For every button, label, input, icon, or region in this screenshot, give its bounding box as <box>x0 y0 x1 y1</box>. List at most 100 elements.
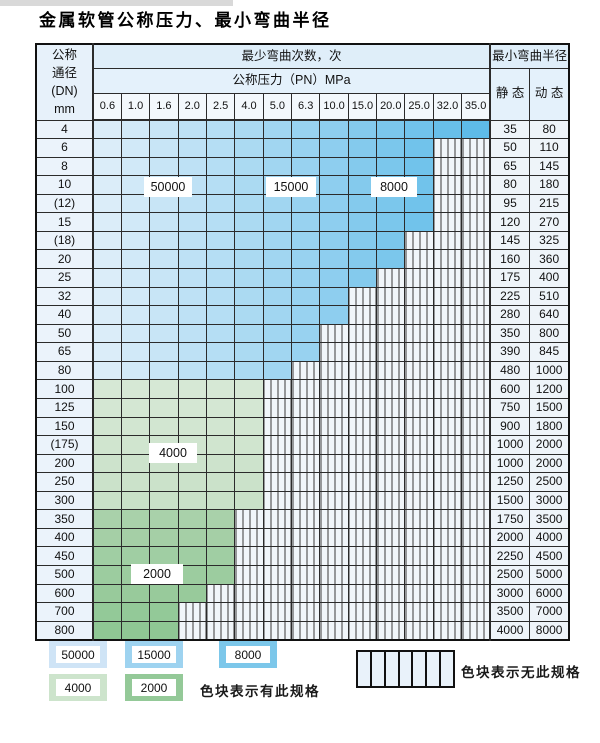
spec-unavailable-cell <box>234 546 264 566</box>
spec-available-cell <box>149 249 179 269</box>
spec-unavailable-cell <box>376 472 406 492</box>
spec-available-cell <box>262 138 293 158</box>
spec-unavailable-cell <box>432 138 463 158</box>
spec-available-cell <box>376 193 406 214</box>
spec-available-cell <box>262 360 293 381</box>
spec-unavailable-cell <box>347 490 378 511</box>
spec-available-cell <box>319 286 349 307</box>
legend-hatch-cell <box>427 652 442 686</box>
spec-available-cell <box>205 509 236 529</box>
spec-available-cell <box>92 527 122 548</box>
spec-available-cell <box>149 472 179 492</box>
legend-hatch-block <box>356 650 455 688</box>
pressure-header-25.0: 25.0 <box>404 93 434 121</box>
spec-available-cell <box>205 212 236 232</box>
legend-note-no-spec: 色块表示无此规格 <box>461 665 581 680</box>
dynamic-radius-value: 2500 <box>529 472 570 492</box>
dn-label: 15 <box>35 212 94 232</box>
spec-unavailable-cell <box>347 620 378 641</box>
header-dn-line: 通径 <box>51 66 77 81</box>
spec-unavailable-cell <box>432 249 463 269</box>
spec-unavailable-cell <box>461 175 491 195</box>
dynamic-radius-value: 400 <box>529 268 570 288</box>
spec-unavailable-cell <box>319 620 349 641</box>
spec-available-cell <box>205 360 236 381</box>
dn-label: 600 <box>35 583 94 604</box>
legend-hatch-cell <box>399 652 414 686</box>
spec-available-cell <box>149 416 179 437</box>
spec-row-dn-500: 500 2500 5000 <box>35 565 570 585</box>
legend-hatch-cell <box>441 652 454 686</box>
spec-available-cell <box>149 305 179 325</box>
spec-available-cell <box>205 416 236 437</box>
spec-available-cell <box>347 268 378 288</box>
spec-available-cell <box>347 193 378 214</box>
spec-unavailable-cell <box>432 360 463 381</box>
spec-available-cell <box>120 416 151 437</box>
spec-available-cell <box>205 305 236 325</box>
spec-row-dn-15: 15 120 270 <box>35 212 570 232</box>
spec-unavailable-cell <box>461 435 491 455</box>
spec-unavailable-cell <box>291 546 321 566</box>
spec-unavailable-cell <box>291 435 321 455</box>
dn-label: (12) <box>35 193 94 214</box>
spec-unavailable-cell <box>205 602 236 622</box>
dn-label: (18) <box>35 230 94 251</box>
spec-available-cell <box>120 379 151 399</box>
spec-available-cell <box>205 138 236 158</box>
spec-available-cell <box>234 286 264 307</box>
spec-available-cell <box>149 286 179 307</box>
spec-available-cell <box>92 305 122 325</box>
spec-available-cell <box>234 138 264 158</box>
spec-unavailable-cell <box>291 583 321 604</box>
spec-unavailable-cell <box>376 509 406 529</box>
spec-row-dn-(175): (175) 1000 2000 <box>35 435 570 455</box>
spec-available-cell <box>404 212 434 232</box>
spec-available-cell <box>205 156 236 177</box>
spec-available-cell <box>120 472 151 492</box>
spec-unavailable-cell <box>461 453 491 474</box>
spec-unavailable-cell <box>404 620 434 641</box>
pressure-header-4.0: 4.0 <box>234 93 264 121</box>
spec-row-dn-(12): (12) 95 215 <box>35 193 570 214</box>
header-dn: 公称 通径 (DN) mm <box>35 43 94 121</box>
spec-unavailable-cell <box>432 602 463 622</box>
spec-unavailable-cell <box>432 583 463 604</box>
dn-label: 250 <box>35 472 94 492</box>
dynamic-radius-value: 845 <box>529 342 570 362</box>
dynamic-radius-value: 110 <box>529 138 570 158</box>
legend-swatch-label: 2000 <box>132 679 176 696</box>
spec-available-cell <box>92 416 122 437</box>
spec-available-cell <box>120 397 151 418</box>
spec-unavailable-cell <box>376 268 406 288</box>
spec-available-cell <box>205 472 236 492</box>
spec-available-cell <box>234 212 264 232</box>
spec-row-dn-6: 6 50 110 <box>35 138 570 158</box>
spec-available-cell <box>177 138 207 158</box>
spec-available-cell <box>291 268 321 288</box>
spec-unavailable-cell <box>262 435 293 455</box>
spec-available-cell <box>319 156 349 177</box>
spec-unavailable-cell <box>291 527 321 548</box>
dynamic-radius-value: 510 <box>529 286 570 307</box>
spec-unavailable-cell <box>404 435 434 455</box>
spec-available-cell <box>262 342 293 362</box>
spec-unavailable-cell <box>376 342 406 362</box>
dn-label: 80 <box>35 360 94 381</box>
spec-available-cell <box>376 119 406 140</box>
header-row-1: 公称 通径 (DN) mm 最少弯曲次数，次 最小弯曲半径 <box>35 43 570 121</box>
spec-available-cell <box>234 360 264 381</box>
spec-available-cell <box>234 342 264 362</box>
spec-available-cell <box>177 286 207 307</box>
spec-available-cell <box>234 156 264 177</box>
spec-available-cell <box>120 323 151 344</box>
spec-unavailable-cell <box>432 305 463 325</box>
spec-available-cell <box>234 490 264 511</box>
spec-available-cell <box>92 286 122 307</box>
spec-available-cell <box>376 230 406 251</box>
spec-available-cell <box>262 230 293 251</box>
spec-unavailable-cell <box>347 305 378 325</box>
spec-available-cell <box>404 119 434 140</box>
spec-unavailable-cell <box>461 583 491 604</box>
spec-available-cell <box>92 453 122 474</box>
